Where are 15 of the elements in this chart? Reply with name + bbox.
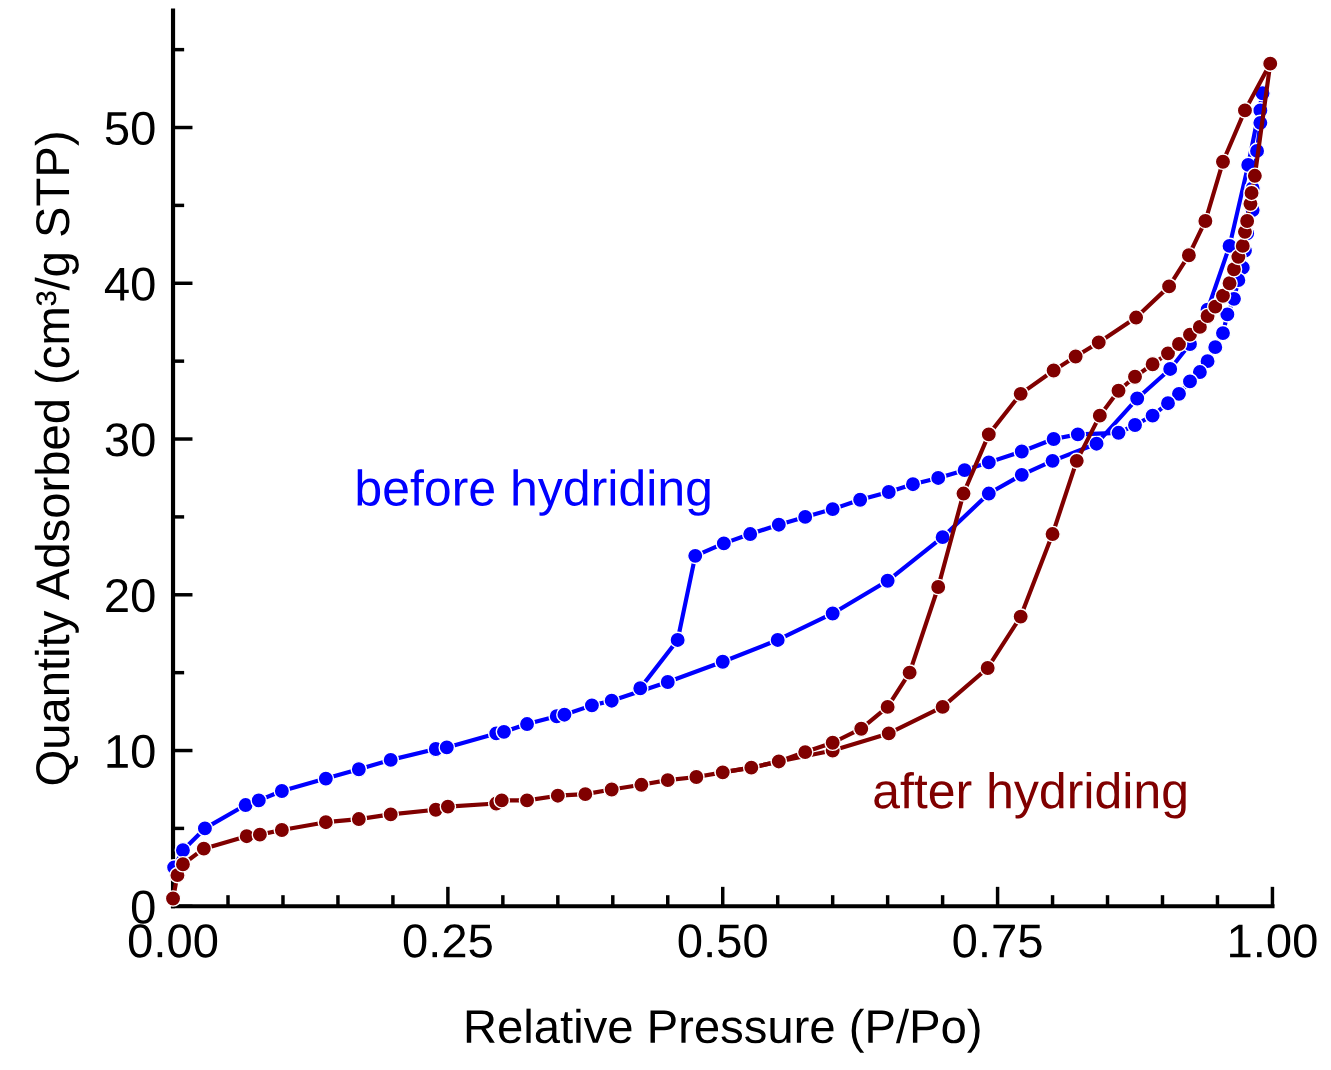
y-tick-label: 30 xyxy=(105,423,155,457)
x-tick-label: 0.75 xyxy=(953,924,1042,958)
y-axis-title: Quantity Adsorbed (cm³/g STP) xyxy=(34,133,79,785)
x-tick-label: 0.25 xyxy=(403,924,492,958)
series-label: after hydriding xyxy=(874,771,1186,819)
x-axis-title: Relative Pressure (P/Po) xyxy=(466,1008,980,1053)
x-tick-label: 0.00 xyxy=(128,924,218,958)
x-tick-label: 1.00 xyxy=(1230,924,1317,958)
y-tick-label: 20 xyxy=(106,578,155,613)
x-tick-label: 0.50 xyxy=(678,924,767,958)
text: before hydriding xyxy=(357,469,710,516)
y-tick-label: 40 xyxy=(104,267,155,301)
y-tick-label: 10 xyxy=(107,734,155,769)
y-tick-label: 0 xyxy=(131,890,155,924)
y-tick-label: 50 xyxy=(105,111,155,146)
